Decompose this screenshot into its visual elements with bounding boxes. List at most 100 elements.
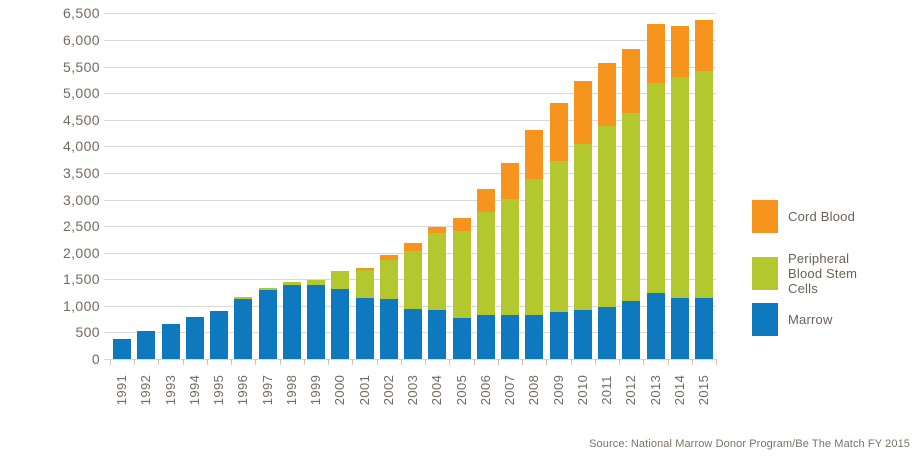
bar-segment-cord-blood xyxy=(525,129,544,179)
bar-2009 xyxy=(549,103,568,359)
x-tick-label-2012: 2012 xyxy=(623,374,639,406)
bar-segment-peripheral-blood-stem-cells xyxy=(234,297,253,300)
bar-segment-marrow xyxy=(137,330,156,359)
y-tick-label: 2,000 xyxy=(62,244,100,261)
x-tick-label-1993: 1993 xyxy=(162,374,178,406)
x-axis-tick xyxy=(231,359,233,365)
bar-2000 xyxy=(331,271,350,359)
bar-segment-peripheral-blood-stem-cells xyxy=(404,251,422,310)
x-tick-label-1996: 1996 xyxy=(235,374,251,406)
x-axis-tick xyxy=(497,359,499,365)
bar-segment-peripheral-blood-stem-cells xyxy=(549,161,568,312)
bar-1994 xyxy=(185,317,204,359)
x-axis-tick xyxy=(425,359,427,365)
bar-segment-marrow xyxy=(622,301,641,359)
x-axis-tick xyxy=(328,359,330,365)
bar-2005 xyxy=(452,218,471,359)
y-tick-label: 4,500 xyxy=(62,111,100,128)
bar-segment-peripheral-blood-stem-cells xyxy=(525,178,544,316)
bar-segment-marrow xyxy=(379,299,398,359)
y-tick-label: 5,000 xyxy=(62,85,100,102)
bar-segment-marrow xyxy=(331,289,350,359)
bar-segment-peripheral-blood-stem-cells xyxy=(428,233,447,311)
bar-2008 xyxy=(525,129,544,359)
x-tick-label-2003: 2003 xyxy=(405,374,420,406)
x-axis-tick xyxy=(255,359,257,365)
x-axis-tick xyxy=(716,359,718,365)
bar-segment-cord-blood xyxy=(428,226,447,234)
gridline xyxy=(104,199,716,201)
x-tick-label-2009: 2009 xyxy=(550,374,566,406)
bar-segment-cord-blood xyxy=(404,243,422,252)
bar-2012 xyxy=(622,48,641,359)
bar-segment-peripheral-blood-stem-cells xyxy=(670,76,689,298)
x-tick-label-2010: 2010 xyxy=(574,374,590,406)
bar-segment-peripheral-blood-stem-cells xyxy=(331,271,350,290)
bar-segment-marrow xyxy=(282,284,301,359)
bar-segment-cord-blood xyxy=(670,25,689,77)
x-tick-label-2004: 2004 xyxy=(429,374,445,406)
gridline xyxy=(104,13,716,15)
bar-segment-peripheral-blood-stem-cells xyxy=(476,212,495,316)
bar-segment-cord-blood xyxy=(501,163,519,200)
x-tick-label-1995: 1995 xyxy=(211,374,226,406)
x-tick-label-2014: 2014 xyxy=(671,374,687,406)
bar-segment-cord-blood xyxy=(573,81,592,145)
x-axis-tick xyxy=(182,359,184,365)
x-axis-tick xyxy=(643,359,645,365)
gridline xyxy=(104,172,716,174)
bar-segment-marrow xyxy=(695,298,713,359)
source-note: Source: National Marrow Donor Program/Be… xyxy=(589,438,910,450)
x-axis-tick xyxy=(109,359,111,365)
x-axis-tick xyxy=(449,359,451,365)
bar-1991 xyxy=(113,339,131,359)
x-axis-tick xyxy=(134,359,136,365)
y-tick-label: 500 xyxy=(75,324,100,341)
bar-segment-marrow xyxy=(452,318,471,359)
legend-item-cord-blood: Cord Blood xyxy=(752,200,880,233)
bar-segment-marrow xyxy=(210,310,228,359)
y-tick-label: 3,500 xyxy=(62,164,100,181)
bar-segment-cord-blood xyxy=(622,48,641,114)
bar-segment-marrow xyxy=(549,311,568,359)
x-tick-label-2000: 2000 xyxy=(332,374,348,406)
y-tick-label: 6,000 xyxy=(62,32,100,48)
bar-2006 xyxy=(476,188,495,359)
x-axis-tick xyxy=(158,359,160,365)
bar-segment-peripheral-blood-stem-cells xyxy=(695,70,713,299)
bar-segment-marrow xyxy=(258,290,277,359)
x-tick-label-2005: 2005 xyxy=(453,374,469,406)
legend-swatch xyxy=(752,303,778,336)
bar-segment-marrow xyxy=(573,309,592,359)
legend-swatch xyxy=(752,200,778,233)
y-tick-label: 5,500 xyxy=(62,58,100,75)
x-axis-tick xyxy=(376,359,378,365)
x-tick-label-1991: 1991 xyxy=(114,374,129,406)
x-axis-tick xyxy=(522,359,524,365)
y-tick-label: 1,500 xyxy=(62,271,100,288)
gridline xyxy=(104,359,716,360)
x-axis-tick xyxy=(279,359,281,365)
x-tick-label-2008: 2008 xyxy=(526,374,542,406)
bar-segment-cord-blood xyxy=(355,267,374,271)
bar-1993 xyxy=(161,324,180,359)
x-tick-label-2006: 2006 xyxy=(477,374,493,406)
bar-segment-marrow xyxy=(428,310,447,359)
bar-segment-peripheral-blood-stem-cells xyxy=(379,260,398,300)
bar-segment-peripheral-blood-stem-cells xyxy=(307,279,325,286)
bar-segment-marrow xyxy=(670,297,689,359)
bar-segment-peripheral-blood-stem-cells xyxy=(622,113,641,302)
bar-segment-peripheral-blood-stem-cells xyxy=(598,125,616,308)
bar-1999 xyxy=(307,279,325,359)
legend-swatch xyxy=(752,257,778,290)
x-axis-tick xyxy=(691,359,693,365)
bar-segment-cord-blood xyxy=(549,103,568,162)
bar-segment-marrow xyxy=(501,314,519,359)
bar-segment-marrow xyxy=(185,317,204,359)
bar-segment-marrow xyxy=(598,307,616,359)
x-axis-tick xyxy=(473,359,475,365)
gridline xyxy=(104,93,716,95)
bar-segment-cord-blood xyxy=(695,19,713,71)
bar-2002 xyxy=(379,255,398,359)
